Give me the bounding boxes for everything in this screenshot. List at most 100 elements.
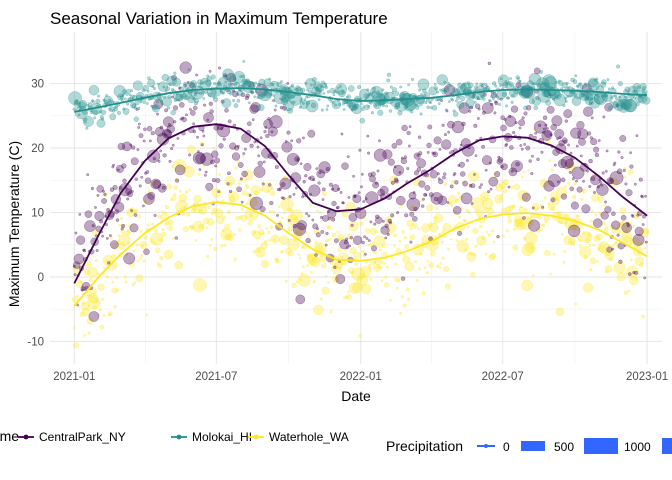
data-point bbox=[227, 234, 234, 241]
data-point bbox=[111, 280, 115, 284]
data-point bbox=[597, 195, 605, 203]
data-point bbox=[511, 93, 515, 98]
data-point bbox=[406, 297, 411, 302]
data-point bbox=[199, 141, 205, 147]
data-point bbox=[618, 259, 623, 264]
data-point bbox=[205, 80, 212, 87]
y-tick-label: 10 bbox=[31, 208, 44, 220]
data-point bbox=[542, 115, 548, 121]
data-point bbox=[402, 255, 411, 264]
data-point bbox=[76, 280, 84, 288]
data-point bbox=[576, 214, 580, 218]
data-point bbox=[369, 101, 373, 105]
data-point bbox=[256, 247, 262, 253]
data-point bbox=[234, 145, 240, 151]
data-point bbox=[280, 197, 294, 212]
data-point bbox=[174, 177, 178, 181]
data-point bbox=[464, 248, 468, 252]
data-point bbox=[211, 178, 217, 183]
data-point bbox=[301, 101, 305, 105]
data-point bbox=[359, 117, 366, 124]
data-point bbox=[273, 108, 277, 112]
data-point bbox=[138, 184, 142, 188]
data-point bbox=[551, 115, 563, 127]
data-point bbox=[338, 89, 346, 98]
data-point bbox=[458, 161, 465, 168]
data-point bbox=[504, 143, 508, 148]
data-point bbox=[260, 259, 270, 269]
data-point bbox=[394, 276, 400, 283]
data-point bbox=[466, 224, 470, 228]
data-point bbox=[382, 261, 386, 265]
data-point bbox=[634, 256, 644, 266]
data-point bbox=[563, 139, 568, 144]
data-point bbox=[507, 185, 511, 189]
data-point bbox=[222, 73, 228, 78]
data-point bbox=[222, 68, 234, 81]
data-point bbox=[627, 169, 634, 176]
data-point bbox=[359, 275, 363, 279]
data-point bbox=[615, 103, 620, 108]
data-point bbox=[102, 254, 114, 266]
data-point bbox=[117, 93, 125, 101]
data-point bbox=[560, 193, 568, 200]
data-point bbox=[333, 238, 339, 244]
data-point bbox=[591, 193, 600, 202]
legend: name CentralPark_NYMolokai_HIWaterhole_W… bbox=[0, 428, 672, 454]
data-point bbox=[633, 96, 636, 100]
data-point bbox=[171, 237, 175, 241]
data-point bbox=[409, 234, 416, 241]
data-point bbox=[217, 66, 222, 70]
data-point bbox=[397, 110, 403, 116]
data-point bbox=[172, 105, 179, 111]
data-point bbox=[263, 240, 268, 244]
data-point bbox=[369, 242, 375, 248]
data-point bbox=[220, 228, 233, 241]
data-point bbox=[431, 151, 435, 155]
data-point bbox=[199, 91, 203, 95]
data-point bbox=[85, 126, 89, 130]
data-point bbox=[379, 185, 389, 195]
data-point bbox=[177, 98, 181, 102]
data-point bbox=[607, 87, 611, 91]
y-tick-label: -10 bbox=[27, 336, 44, 348]
data-point bbox=[460, 206, 464, 210]
data-point bbox=[88, 277, 93, 283]
data-point bbox=[540, 81, 544, 85]
data-point bbox=[578, 82, 582, 86]
data-point bbox=[424, 101, 428, 105]
data-point bbox=[372, 86, 376, 91]
x-axis-ticks: 2021-01 2021-07 2022-01 2022-07 2023-01 bbox=[53, 371, 668, 383]
data-point bbox=[317, 98, 321, 102]
data-point bbox=[259, 206, 266, 213]
data-point bbox=[340, 255, 344, 259]
data-point bbox=[611, 243, 615, 248]
data-point bbox=[130, 157, 139, 166]
data-point bbox=[322, 215, 329, 222]
data-point bbox=[232, 77, 237, 82]
data-point bbox=[324, 85, 328, 90]
data-point bbox=[115, 276, 119, 280]
data-point bbox=[272, 99, 276, 103]
data-point bbox=[321, 262, 327, 269]
data-point bbox=[108, 105, 115, 112]
data-point bbox=[260, 188, 264, 192]
data-point bbox=[312, 280, 317, 284]
data-point bbox=[157, 214, 162, 219]
data-point bbox=[362, 253, 367, 257]
data-point bbox=[392, 164, 404, 176]
data-point bbox=[520, 84, 533, 98]
data-point bbox=[482, 92, 487, 97]
data-point bbox=[348, 267, 355, 274]
data-point bbox=[181, 116, 187, 123]
data-point bbox=[409, 206, 414, 211]
x-tick-label: 2022-01 bbox=[340, 371, 382, 383]
data-point bbox=[597, 139, 601, 143]
data-point bbox=[345, 244, 349, 248]
data-point bbox=[454, 88, 461, 95]
data-point bbox=[369, 175, 376, 183]
data-point bbox=[443, 88, 448, 92]
data-point bbox=[305, 212, 309, 216]
data-point bbox=[402, 253, 406, 257]
data-point bbox=[109, 113, 117, 121]
